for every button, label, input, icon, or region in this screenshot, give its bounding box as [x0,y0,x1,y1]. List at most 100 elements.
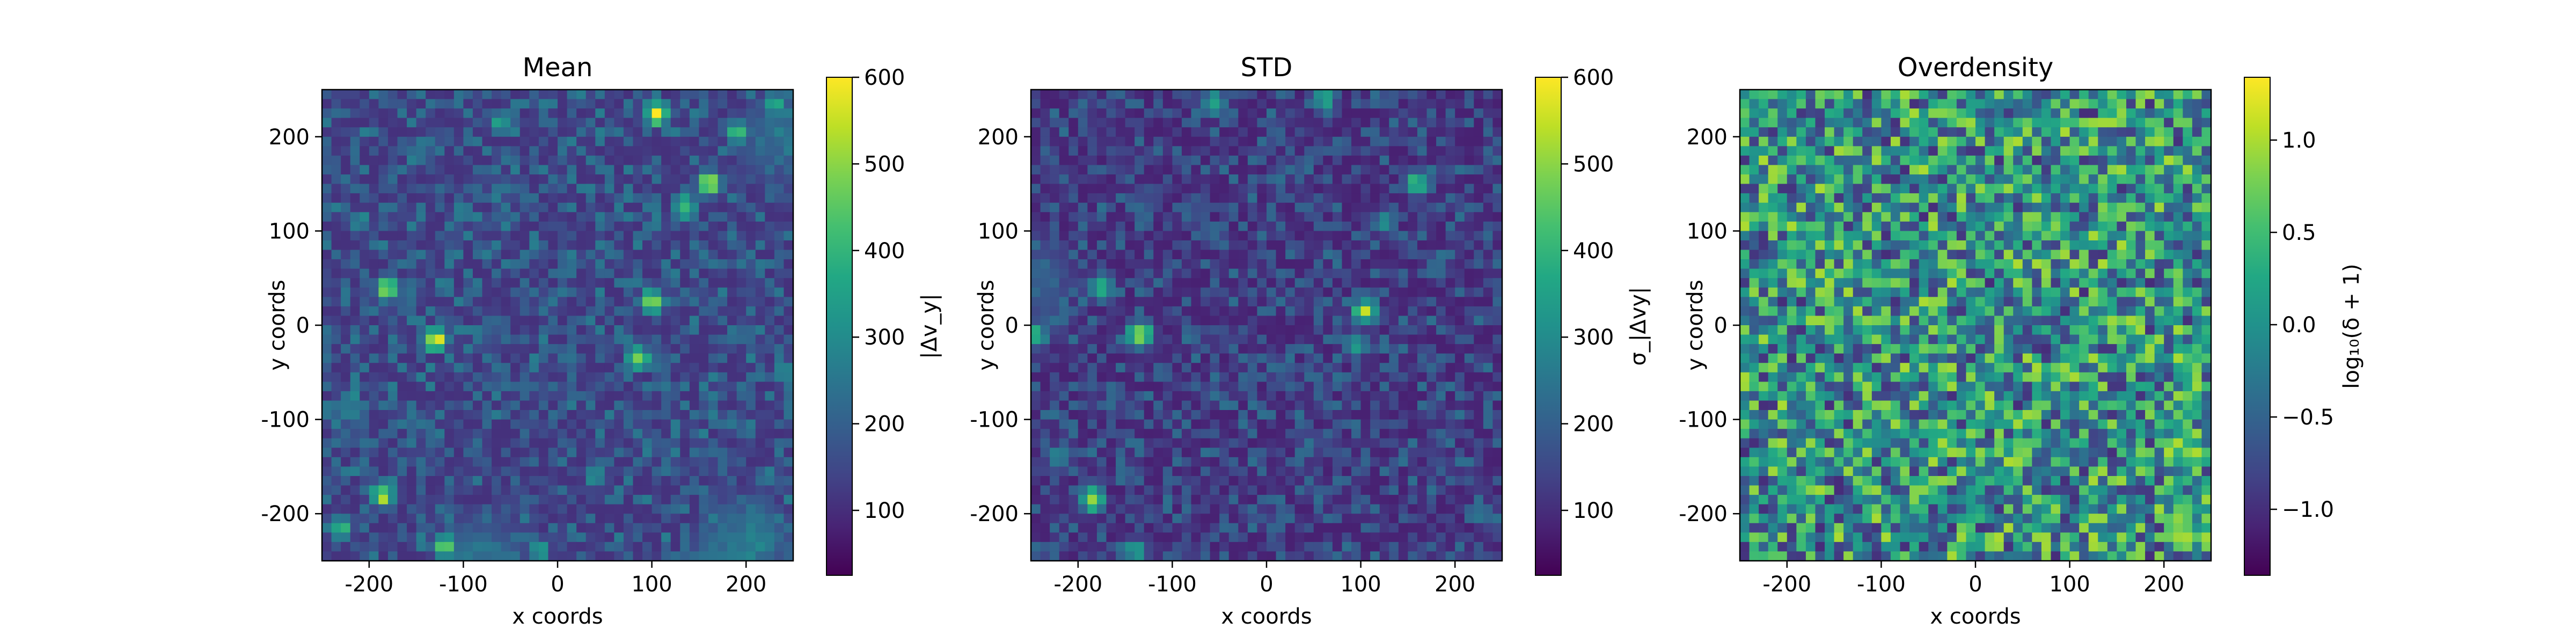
heatmap-cell [718,541,728,552]
heatmap-cell [595,532,605,543]
heatmap-cell [1360,523,1371,533]
heatmap-cell [736,193,747,203]
heatmap-cell [1342,457,1352,467]
heatmap-cell [1191,250,1201,260]
heatmap-cell [1492,382,1503,392]
heatmap-cell [1050,250,1060,260]
heatmap-cell [1474,268,1484,279]
heatmap-cell [444,532,455,543]
heatmap-cell [397,541,407,552]
heatmap-cell [519,551,530,561]
heatmap-cell [604,231,614,241]
heatmap-cell [661,184,671,194]
heatmap-cell [1162,457,1173,467]
heatmap-cell [1285,297,1296,307]
heatmap-cell [387,278,398,288]
heatmap-cell [1201,202,1211,213]
heatmap-cell [1294,532,1305,543]
heatmap-cell [463,466,473,477]
heatmap-cell [1257,108,1267,119]
heatmap-cell [387,240,398,251]
heatmap-cell [1370,127,1380,137]
heatmap-cell [1426,400,1437,411]
heatmap-cell [444,155,455,166]
heatmap-cell [1181,174,1192,185]
heatmap-cell [1153,193,1163,203]
heatmap-cell [586,410,596,420]
heatmap-cell [519,316,530,326]
heatmap-cell [492,410,502,420]
heatmap-cell [387,90,398,100]
heatmap-cell [529,344,539,354]
heatmap-cell [1323,410,1333,420]
heatmap-cell [1069,541,1079,552]
heatmap-cell [1181,136,1192,147]
heatmap-cell [1445,344,1455,354]
heatmap-cell [765,438,775,448]
heatmap-cell [1426,155,1437,166]
heatmap-cell [1040,541,1050,552]
heatmap-cell [1455,466,1465,477]
heatmap-cell [1304,448,1314,458]
heatmap-cell [623,306,634,317]
heatmap-cell [529,306,539,317]
heatmap-cell [576,551,587,561]
heatmap-cell [1106,306,1116,317]
heatmap-cell [718,165,728,175]
heatmap-cell [699,363,709,373]
heatmap-cell [1379,136,1389,147]
heatmap-cell [1257,174,1267,185]
heatmap-cell [1360,278,1371,288]
heatmap-cell [1474,90,1484,100]
heatmap-cell [1125,475,1135,486]
heatmap-cell [1379,155,1389,166]
heatmap-cell [1087,363,1097,373]
heatmap-cell [1050,457,1060,467]
heatmap-cell [529,485,539,495]
heatmap-cell [1408,514,1418,524]
heatmap-cell [1050,240,1060,251]
heatmap-cell [322,184,332,194]
heatmap-cell [614,155,624,166]
heatmap-cell [1257,240,1267,251]
heatmap-cell [1417,466,1428,477]
heatmap-cell [1445,184,1455,194]
heatmap-cell [1360,475,1371,486]
heatmap-cell [1096,127,1107,137]
heatmap-cell [774,410,785,420]
heatmap-cell [1050,268,1060,279]
heatmap-cell [1078,353,1088,363]
heatmap-cell [1181,231,1192,241]
heatmap-cell [558,99,568,109]
heatmap-cell [1135,259,1145,269]
heatmap-cell [350,353,360,363]
heatmap-cell [1408,325,1418,335]
heatmap-cell [595,287,605,297]
heatmap-cell [1464,136,1474,147]
heatmap-cell [1181,268,1192,279]
heatmap-cell [1228,90,1239,100]
heatmap-cell [576,184,587,194]
heatmap-cell [708,174,719,185]
heatmap-cell [1125,99,1135,109]
heatmap-cell [1257,334,1267,345]
heatmap-cell [1116,259,1126,269]
heatmap-cell [784,306,794,317]
heatmap-cell [736,475,747,486]
heatmap-cell [699,429,709,439]
heatmap-cell [1172,485,1182,495]
heatmap-cell [765,174,775,185]
heatmap-cell [1106,231,1116,241]
heatmap-cell [482,287,492,297]
heatmap-cell [604,174,614,185]
heatmap-cell [576,485,587,495]
heatmap-cell [1351,193,1362,203]
heatmap-cell [472,193,483,203]
heatmap-cell [595,212,605,222]
heatmap-cell [718,344,728,354]
heatmap-cell [1096,108,1107,119]
heatmap-cell [501,457,511,467]
heatmap-cell [652,212,662,222]
heatmap-cell [378,504,389,514]
heatmap-cell [1238,250,1248,260]
